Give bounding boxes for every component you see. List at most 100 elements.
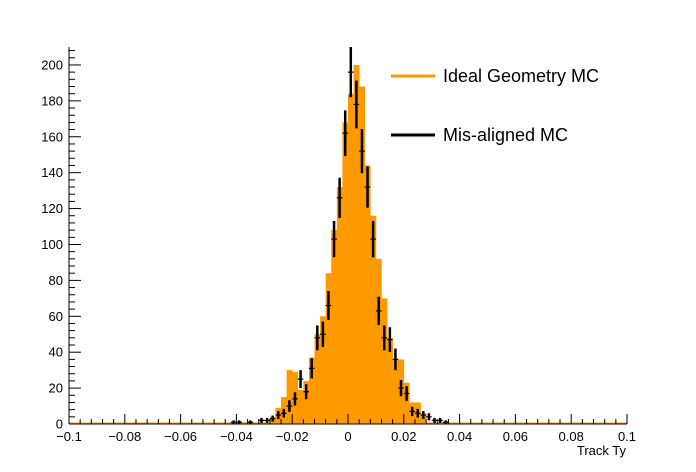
x-tick-label: −0.04 <box>220 429 253 444</box>
histogram-bar <box>102 422 109 424</box>
legend-label-misaligned: Mis-aligned MC <box>443 125 568 145</box>
data-point <box>308 358 315 379</box>
x-tick-label: 0 <box>344 429 351 444</box>
histogram-bar <box>74 422 81 424</box>
histogram-bar <box>381 298 388 424</box>
histogram-bar <box>392 359 399 424</box>
histogram-bar <box>108 422 114 424</box>
histogram-bar <box>448 422 455 424</box>
histogram-bar <box>437 422 444 424</box>
data-point <box>359 129 365 174</box>
data-point <box>258 417 265 423</box>
histogram-bar <box>364 165 371 424</box>
histogram-bar <box>241 422 248 424</box>
histogram-bar <box>359 86 366 424</box>
histogram-bar <box>560 422 566 424</box>
data-point <box>353 80 360 129</box>
histogram-bar <box>532 422 539 424</box>
x-tick-label: 0.08 <box>559 429 584 444</box>
histogram-bar <box>487 422 494 424</box>
y-tick-label: 160 <box>41 129 63 144</box>
histogram-bar <box>576 422 583 424</box>
histogram-bar <box>202 422 209 424</box>
data-point <box>431 417 438 423</box>
histogram-bar <box>387 337 393 424</box>
histogram-bar <box>353 64 360 424</box>
histogram-bar <box>325 273 332 424</box>
histogram-bar <box>348 93 354 424</box>
histogram-bar <box>375 258 382 424</box>
histogram-bar <box>286 370 293 424</box>
data-point <box>403 386 410 401</box>
data-point <box>236 420 242 424</box>
y-tick-label: 100 <box>41 237 63 252</box>
histogram-bar <box>141 422 148 424</box>
x-tick-label: −0.02 <box>276 429 309 444</box>
data-point <box>375 296 382 326</box>
histogram-bar <box>459 422 466 424</box>
data-point <box>387 327 393 353</box>
histogram-bar <box>498 422 505 424</box>
x-tick-label: −0.08 <box>108 429 141 444</box>
data-point <box>314 325 321 351</box>
tick-marks <box>68 50 628 425</box>
histogram-bar <box>582 422 589 424</box>
histogram-bar <box>621 422 628 424</box>
x-tick-label: 0.04 <box>447 429 472 444</box>
data-point <box>331 220 337 258</box>
histogram-bar <box>214 422 220 424</box>
x-tick-label: −0.1 <box>56 429 82 444</box>
histogram-bar <box>476 422 483 424</box>
histogram-bar <box>520 422 527 424</box>
data-point <box>426 413 432 421</box>
legend-label-ideal: Ideal Geometry MC <box>443 66 599 86</box>
data-point <box>409 406 415 417</box>
histogram-bar <box>320 316 326 424</box>
histogram-bar <box>426 422 432 424</box>
histogram-bar <box>163 422 170 424</box>
data-point <box>370 220 376 258</box>
data-point <box>292 392 298 406</box>
data-point <box>442 420 449 424</box>
histogram-bar <box>454 422 460 424</box>
histogram-bar <box>587 422 594 424</box>
histogram-bar <box>610 422 617 424</box>
data-point <box>247 420 254 424</box>
data-point <box>275 411 282 419</box>
histogram-bar <box>303 380 310 424</box>
histogram-bar <box>314 334 321 424</box>
data-point <box>230 420 237 424</box>
histogram-bar <box>615 422 622 424</box>
histogram-bar <box>565 422 572 424</box>
histogram-bar <box>504 422 511 424</box>
histogram-bar <box>342 122 349 425</box>
histogram-bar <box>465 422 472 424</box>
histogram-bar <box>526 422 533 424</box>
histogram-bar <box>158 422 165 424</box>
y-tick-label: 120 <box>41 201 63 216</box>
histogram-bar <box>186 422 193 424</box>
y-tick-label: 40 <box>49 345 63 360</box>
histogram-bar <box>119 422 126 424</box>
histogram-bar <box>175 422 181 424</box>
y-tick-label: 80 <box>49 273 63 288</box>
data-point <box>392 348 399 371</box>
histogram-bar <box>543 422 550 424</box>
histogram-bar <box>308 357 315 424</box>
histogram-bar <box>599 422 605 424</box>
histogram-bar <box>604 422 611 424</box>
histogram-bar <box>130 422 137 424</box>
data-point <box>264 417 270 423</box>
histogram-bar <box>96 422 103 424</box>
histogram-bar <box>180 422 187 424</box>
histogram-bar <box>113 422 120 424</box>
histogram-bar <box>297 389 304 424</box>
y-tick-label: 60 <box>49 309 63 324</box>
legend: Ideal Geometry MC Mis-aligned MC <box>391 66 599 145</box>
data-point <box>269 415 276 422</box>
histogram-bar <box>135 422 142 424</box>
histogram-bar <box>403 382 410 424</box>
histogram-bar <box>431 422 438 424</box>
histogram-bar <box>509 422 516 424</box>
histogram-bar <box>370 215 377 424</box>
